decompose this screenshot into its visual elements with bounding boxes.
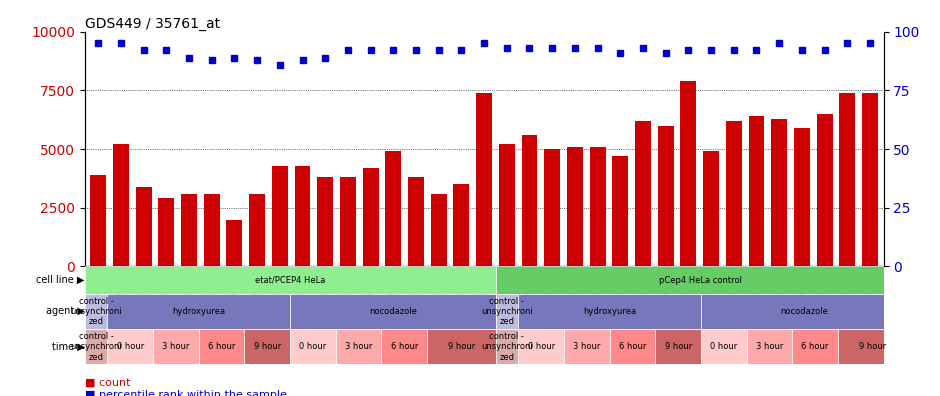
Text: agent ▶: agent ▶ [46,307,85,316]
FancyBboxPatch shape [564,329,610,364]
Text: control -
unsynchroni
zed: control - unsynchroni zed [70,297,122,326]
FancyBboxPatch shape [85,267,495,294]
Text: time ▶: time ▶ [52,342,85,352]
Text: nocodazole: nocodazole [368,307,416,316]
Text: cell line ▶: cell line ▶ [37,275,85,285]
FancyBboxPatch shape [518,294,701,329]
Bar [544,149,560,267]
FancyBboxPatch shape [336,329,382,364]
Text: ■ count: ■ count [85,378,130,388]
Text: 0 hour: 0 hour [299,342,326,351]
FancyBboxPatch shape [382,329,427,364]
Text: 9 hour: 9 hour [665,342,692,351]
Bar [158,198,174,267]
FancyBboxPatch shape [655,329,701,364]
Text: GDS449 / 35761_at: GDS449 / 35761_at [85,17,220,30]
Text: nocodazole: nocodazole [780,307,827,316]
FancyBboxPatch shape [427,329,495,364]
Text: 3 hour: 3 hour [163,342,190,351]
Bar [453,184,469,267]
FancyBboxPatch shape [610,329,655,364]
Bar [839,93,855,267]
FancyBboxPatch shape [198,329,244,364]
FancyBboxPatch shape [495,329,518,364]
Text: control -
unsynchroni
zed: control - unsynchroni zed [481,297,533,326]
Text: hydroxyurea: hydroxyurea [172,307,226,316]
Bar [794,128,810,267]
FancyBboxPatch shape [107,294,290,329]
FancyBboxPatch shape [838,329,906,364]
Text: hydroxyurea: hydroxyurea [583,307,636,316]
Text: 9 hour: 9 hour [254,342,281,351]
FancyBboxPatch shape [792,329,838,364]
Bar [294,166,310,267]
Bar [431,194,446,267]
Text: 3 hour: 3 hour [573,342,601,351]
Text: 9 hour: 9 hour [858,342,885,351]
Text: 6 hour: 6 hour [802,342,829,351]
Text: 6 hour: 6 hour [619,342,646,351]
Bar [408,177,424,267]
FancyBboxPatch shape [746,329,792,364]
Bar [363,168,379,267]
Bar [589,147,605,267]
Text: 3 hour: 3 hour [345,342,372,351]
FancyBboxPatch shape [85,329,107,364]
Text: control -
unsynchroni
zed: control - unsynchroni zed [481,332,533,362]
Text: 0 hour: 0 hour [527,342,555,351]
Bar [612,156,628,267]
Bar [181,194,197,267]
FancyBboxPatch shape [290,329,336,364]
Bar [567,147,583,267]
Bar [385,151,401,267]
Bar [522,135,538,267]
Bar [204,194,220,267]
Text: ■ percentile rank within the sample: ■ percentile rank within the sample [85,390,287,396]
Text: 9 hour: 9 hour [447,342,475,351]
Bar [703,151,719,267]
FancyBboxPatch shape [701,329,746,364]
FancyBboxPatch shape [244,329,290,364]
Bar [249,194,265,267]
Bar [658,126,674,267]
FancyBboxPatch shape [495,294,518,329]
Bar [90,175,106,267]
Bar [318,177,333,267]
Bar [635,121,650,267]
Bar [227,219,243,267]
Bar [477,93,492,267]
FancyBboxPatch shape [290,294,495,329]
Text: 0 hour: 0 hour [711,342,737,351]
FancyBboxPatch shape [85,294,107,329]
Bar [272,166,288,267]
FancyBboxPatch shape [107,329,153,364]
Bar [135,187,151,267]
Text: pCep4 HeLa control: pCep4 HeLa control [660,276,743,285]
FancyBboxPatch shape [518,329,564,364]
Bar [340,177,356,267]
Bar [681,81,697,267]
FancyBboxPatch shape [701,294,906,329]
Text: 6 hour: 6 hour [208,342,235,351]
FancyBboxPatch shape [495,267,906,294]
Text: 3 hour: 3 hour [756,342,783,351]
Text: control -
unsynchroni
zed: control - unsynchroni zed [70,332,122,362]
Bar [726,121,742,267]
Bar [862,93,878,267]
Text: 0 hour: 0 hour [117,342,144,351]
Bar [771,118,787,267]
Bar [817,114,833,267]
Bar [499,145,515,267]
Bar [748,116,764,267]
Text: etat/PCEP4 HeLa: etat/PCEP4 HeLa [255,276,325,285]
FancyBboxPatch shape [153,329,198,364]
Bar [113,145,129,267]
Text: 6 hour: 6 hour [390,342,418,351]
